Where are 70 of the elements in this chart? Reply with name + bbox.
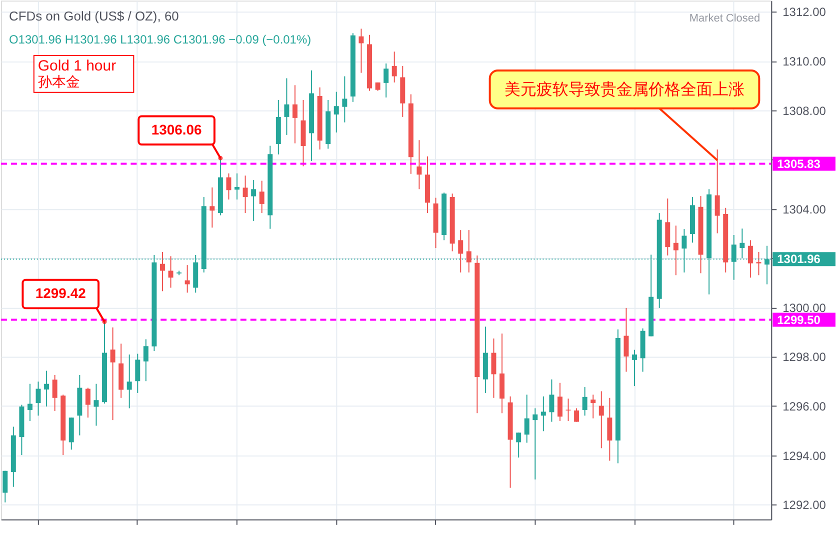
annotation: 孙本金 <box>38 73 80 90</box>
candlestick <box>673 225 678 276</box>
y-tick-label: 1300.00 <box>782 300 826 315</box>
candlestick <box>574 408 580 422</box>
candlestick <box>566 398 571 422</box>
candlestick <box>416 140 422 190</box>
candlestick <box>168 256 174 288</box>
candlestick <box>242 175 248 214</box>
text: O1301.96 H1301.96 L1301.96 C1301.96 −0.09 (−0.01%) <box>8 32 312 47</box>
candlestick <box>135 353 140 394</box>
candlestick <box>342 76 348 123</box>
annotation: Market Closed <box>689 12 760 25</box>
candlestick <box>714 148 720 234</box>
candlestick <box>85 387 90 418</box>
candlestick <box>466 230 472 273</box>
candlestick <box>524 394 530 444</box>
candlestick <box>590 394 596 419</box>
y-tick-label: 1304.00 <box>782 202 826 216</box>
candlestick <box>110 326 116 421</box>
y-tick-label: 1298.00 <box>782 350 826 364</box>
candlestick <box>748 240 753 278</box>
annotation: 美元疲软导致贵金属价格全面上涨 <box>504 80 745 98</box>
y-tick-label: 1308.00 <box>782 104 826 118</box>
annotation: 1306.06 <box>151 121 202 138</box>
candlestick <box>234 172 240 200</box>
candlestick <box>94 383 99 426</box>
ref-line-label: 1305.83 <box>777 156 821 171</box>
candlestick <box>632 349 638 387</box>
candlestick <box>226 172 232 200</box>
candlestick <box>756 252 762 276</box>
annotation: 1299.42 <box>35 285 86 302</box>
candlestick <box>458 230 464 273</box>
candlestick <box>284 78 290 136</box>
candlestick <box>36 381 41 416</box>
y-tick-label: 1310.00 <box>782 54 826 68</box>
ref-line-label: 1299.50 <box>777 312 821 327</box>
candlestick <box>334 91 339 133</box>
candlestick <box>549 378 554 422</box>
candlestick <box>44 370 50 408</box>
candlestick <box>392 51 397 83</box>
y-tick-label: 1296.00 <box>782 400 826 414</box>
candlestick <box>160 252 165 292</box>
candlestick <box>259 180 264 214</box>
candlestick <box>2 470 8 503</box>
candlestick <box>491 338 496 398</box>
y-tick-label: 1292.00 <box>782 498 826 512</box>
candlestick <box>143 338 148 382</box>
candlestick <box>210 186 215 228</box>
y-tick-label: 1312.00 <box>782 5 826 20</box>
candlestick <box>292 84 298 144</box>
candlestick <box>184 264 190 294</box>
candlestick <box>540 396 546 432</box>
candlestick <box>740 228 745 259</box>
candlestick <box>27 383 32 422</box>
y-tick-label: 1294.00 <box>782 448 826 463</box>
text: CFDs on Gold (US$ / OZ), 60 <box>8 8 179 24</box>
candlestick <box>624 307 629 372</box>
candlestick <box>557 382 562 422</box>
candlestick <box>52 374 58 412</box>
candlestick <box>607 397 612 462</box>
candlestick <box>358 28 364 74</box>
annotation: Gold 1 hour <box>38 57 116 74</box>
ref-line-label: 1301.96 <box>777 252 821 266</box>
candlestick <box>582 386 588 416</box>
candlestick <box>384 62 389 98</box>
candlestick <box>598 390 604 449</box>
candlestick <box>516 432 522 458</box>
candlestick <box>126 354 132 409</box>
candlestick <box>532 408 538 480</box>
candlestick <box>251 180 256 222</box>
